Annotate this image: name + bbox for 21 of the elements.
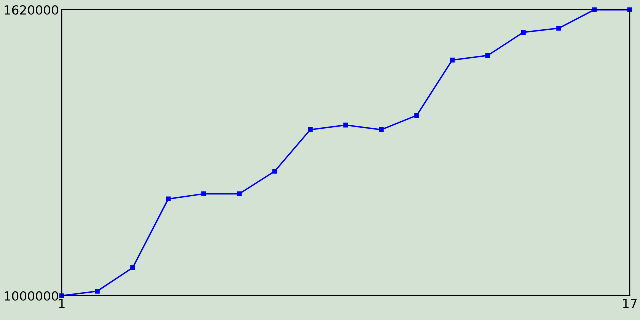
point — [592, 8, 597, 12]
point — [237, 192, 242, 196]
point — [95, 288, 100, 294]
point — [628, 8, 632, 12]
point — [308, 128, 313, 132]
point — [202, 192, 206, 196]
point — [344, 122, 348, 128]
point — [166, 196, 171, 202]
y-tick-label: 1620000 — [4, 5, 58, 15]
point — [521, 30, 526, 36]
point — [414, 113, 420, 118]
point — [60, 294, 64, 298]
point — [130, 265, 136, 270]
x-tick-label: 1 — [59, 299, 65, 308]
y-tick-label: 1000000 — [4, 291, 58, 301]
point — [272, 169, 278, 174]
point — [450, 58, 455, 63]
x-tick-label: 17 — [623, 299, 637, 308]
point — [486, 53, 490, 58]
point — [556, 26, 562, 31]
point — [379, 128, 384, 132]
